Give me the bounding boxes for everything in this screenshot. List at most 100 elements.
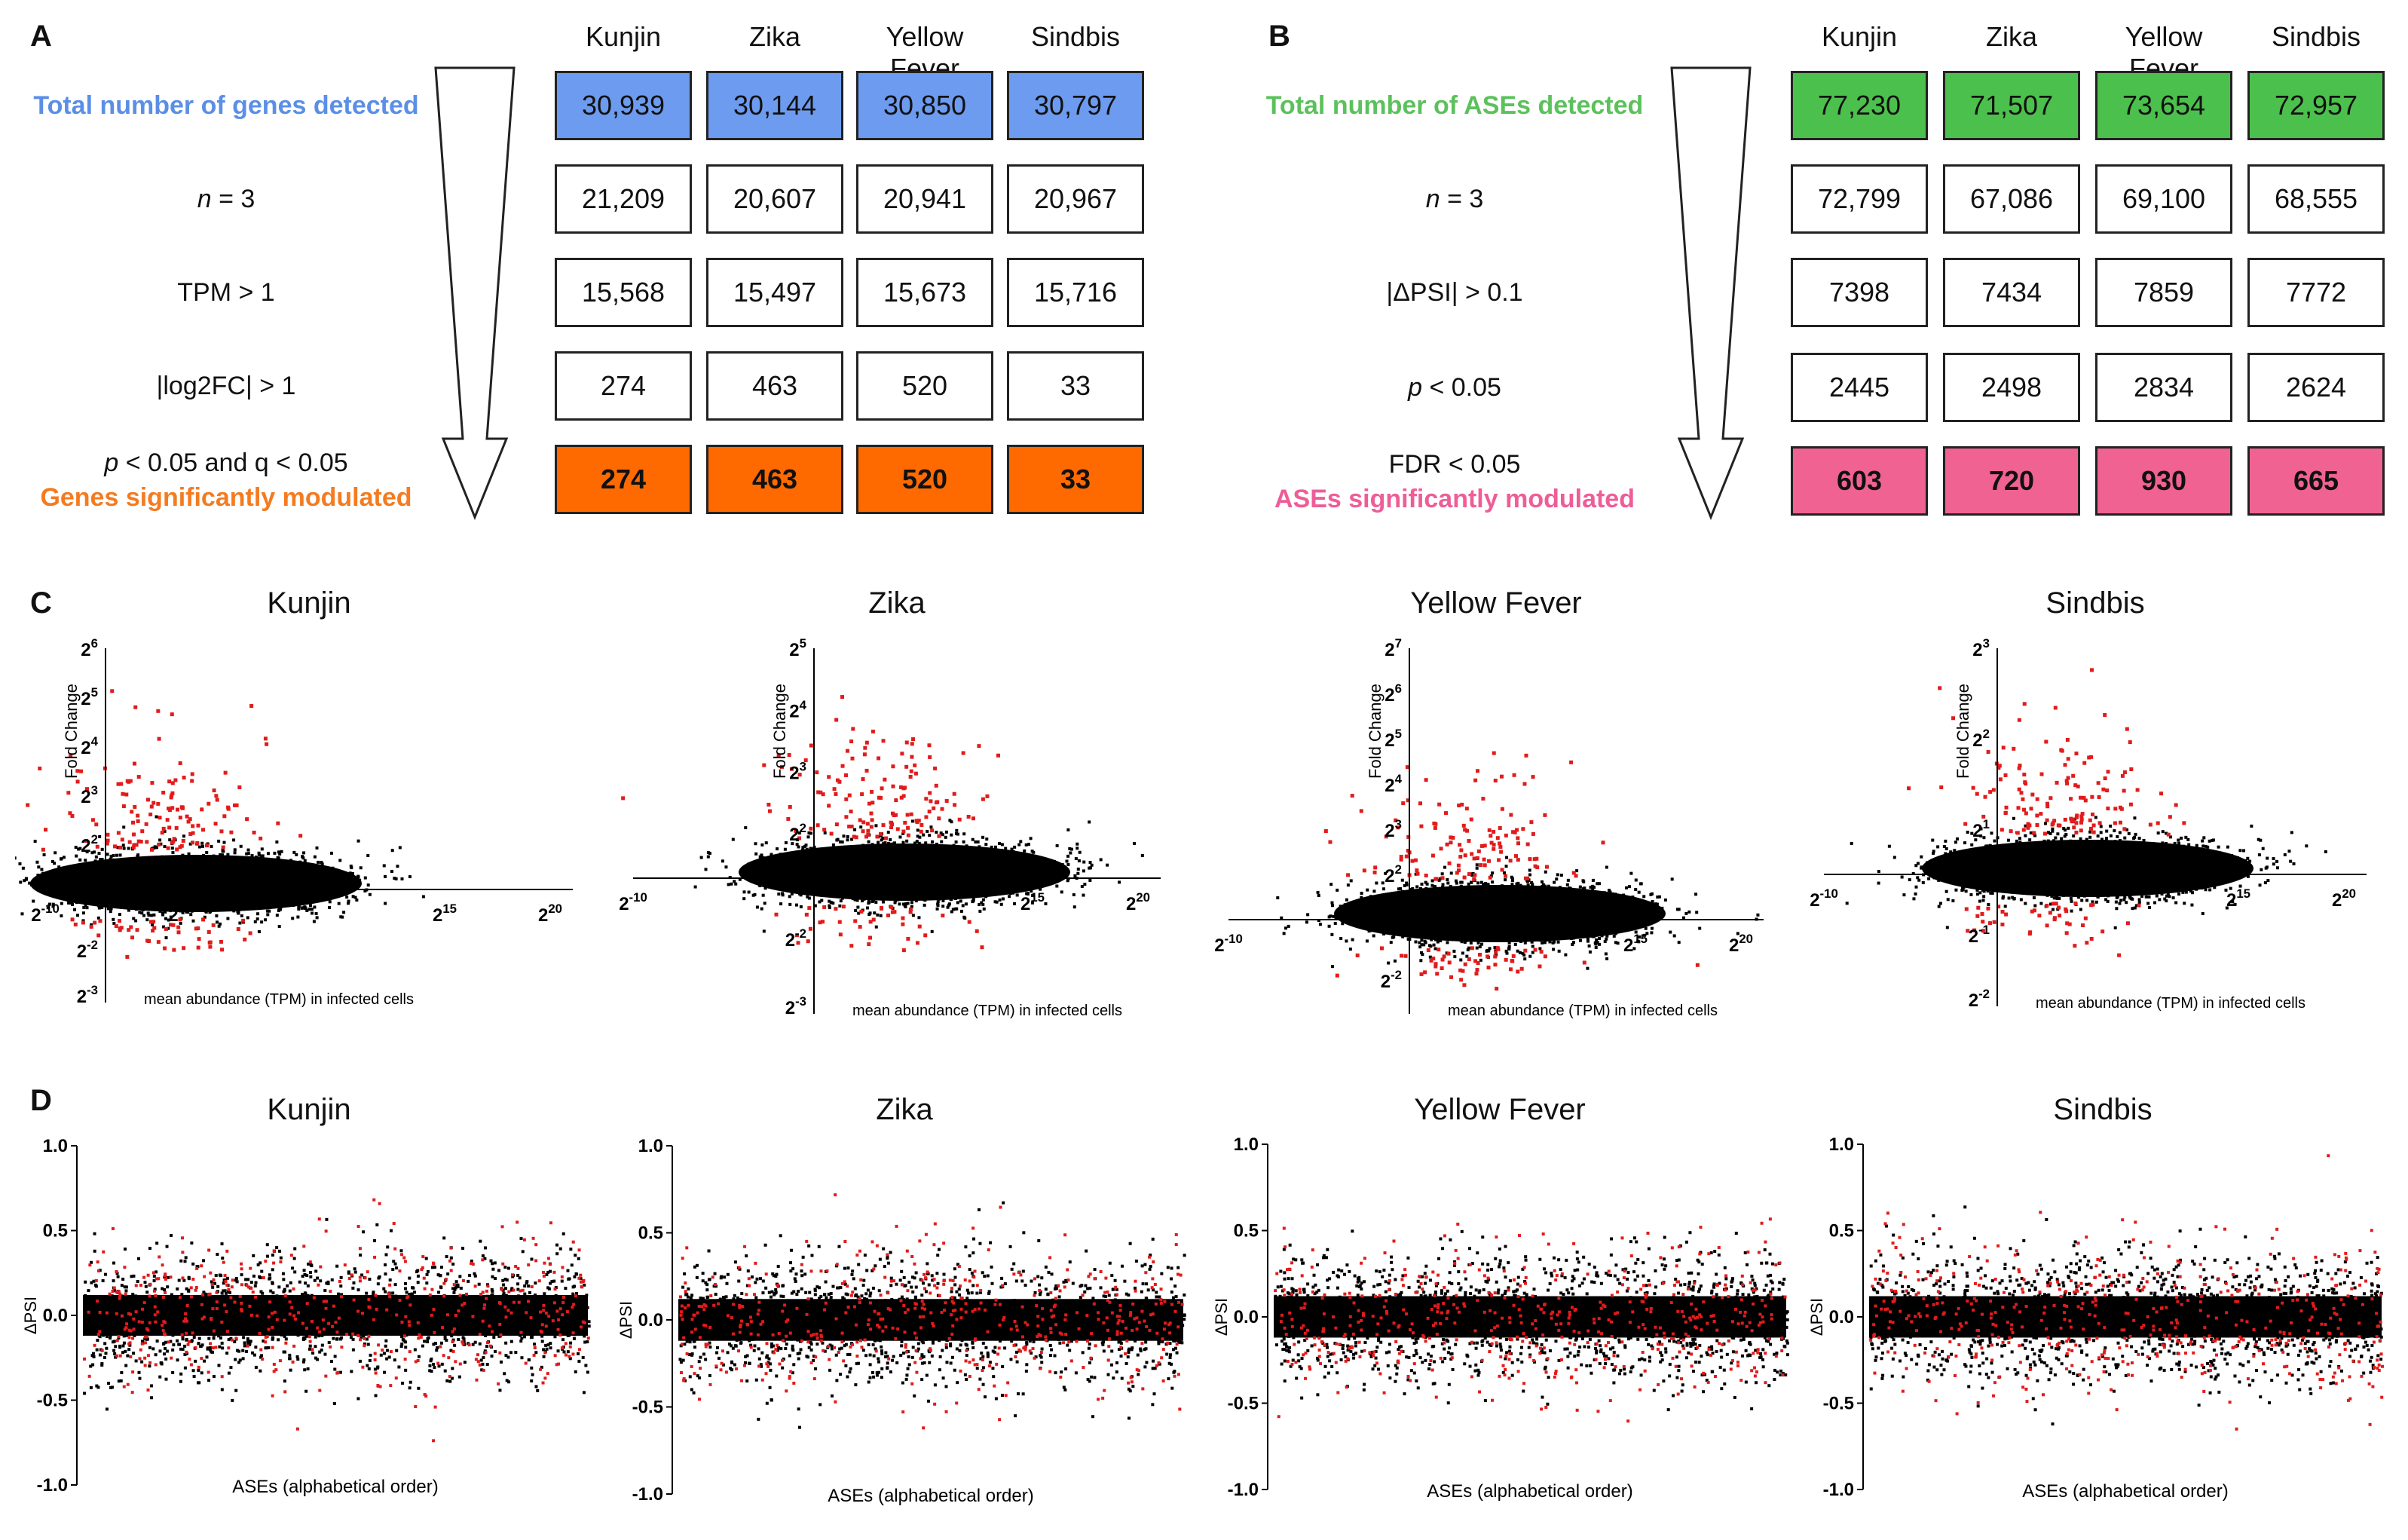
point-black [169,915,173,919]
point-red [132,761,136,766]
point-black [809,831,812,835]
point-red [69,754,73,758]
point-black [1480,942,1484,946]
point-black [1507,945,1511,948]
point-red [875,834,880,839]
point-red [113,844,118,849]
point-red [170,806,175,810]
point-black [929,825,933,829]
point-black [1437,878,1441,882]
filter-arrow-a [434,66,516,521]
point-black [874,900,878,904]
point-red [901,794,906,798]
point-black [840,840,844,844]
point-black [867,840,870,843]
point-black [220,853,224,857]
point-black [339,915,343,919]
point-black [253,920,257,923]
point-black [42,853,46,857]
point-black [901,831,905,835]
point-black [801,846,805,850]
point-red [136,813,140,818]
point-red [809,826,813,831]
point-black [981,835,985,839]
point-black [1381,881,1385,885]
point-red [883,777,887,782]
point-black [1345,898,1348,902]
point-red [835,778,840,782]
point-red [178,816,182,820]
point-red [245,817,249,822]
point-black [142,914,146,917]
point-black [993,900,997,904]
point-black [337,902,341,905]
point-red [26,803,30,807]
point-black [233,851,237,855]
point-black [857,911,861,915]
point-black [828,899,831,903]
point-black [296,915,300,919]
point-black [216,920,219,924]
point-black [898,902,901,906]
point-red [901,948,906,953]
point-black [829,900,833,904]
point-red [178,917,182,922]
point-red [145,798,150,802]
point-black [1318,923,1322,926]
point-red [895,827,900,831]
point-black [1446,881,1450,885]
y-tick-label: 2-3 [785,994,806,1018]
point-red [944,799,949,804]
cell-b-dpsi-kunjin: 7398 [1791,258,1928,327]
point-black [1531,945,1534,948]
point-red [121,804,126,809]
point-black [1140,853,1144,857]
point-black [930,929,934,933]
point-red [894,813,898,817]
point-red [200,828,205,832]
point-red [232,803,237,807]
point-black [1405,883,1409,886]
cell-a-tpm-kunjin: 15,568 [555,258,692,327]
point-black [291,917,295,920]
point-black [784,840,788,844]
point-black [1419,959,1423,963]
point-black [699,856,703,859]
point-red [185,814,189,819]
point-red [207,929,211,934]
cell-a-n3-zika: 20,607 [706,164,843,234]
point-black [320,860,323,864]
point-black [1008,895,1011,899]
point-red [114,924,118,929]
point-red [106,838,110,843]
cell-b-n3-sindbis: 68,555 [2247,164,2385,234]
point-black [1597,937,1601,941]
point-black [1032,850,1036,854]
point-black [1044,902,1048,905]
point-red [900,752,904,756]
point-black [842,834,846,838]
point-red [869,825,874,829]
point-red [195,840,200,845]
cell-a-total-sindbis: 30,797 [1007,71,1144,140]
point-black [390,849,394,853]
point-black [1555,877,1559,881]
point-red [120,837,124,842]
point-black [1030,889,1033,893]
point-black [763,902,766,905]
point-black [779,902,783,906]
point-black [1349,879,1353,883]
point-red [880,786,884,791]
point-black [831,843,835,847]
point-black [1083,883,1087,886]
point-red [864,740,869,745]
point-black [866,906,870,910]
point-black [277,856,280,860]
point-black [876,913,880,917]
point-black [828,904,831,908]
column-header-sindbis: Sindbis [2271,21,2361,52]
point-black [1065,859,1069,863]
panel-letter-b: B [1268,20,1290,53]
point-black [355,899,359,902]
